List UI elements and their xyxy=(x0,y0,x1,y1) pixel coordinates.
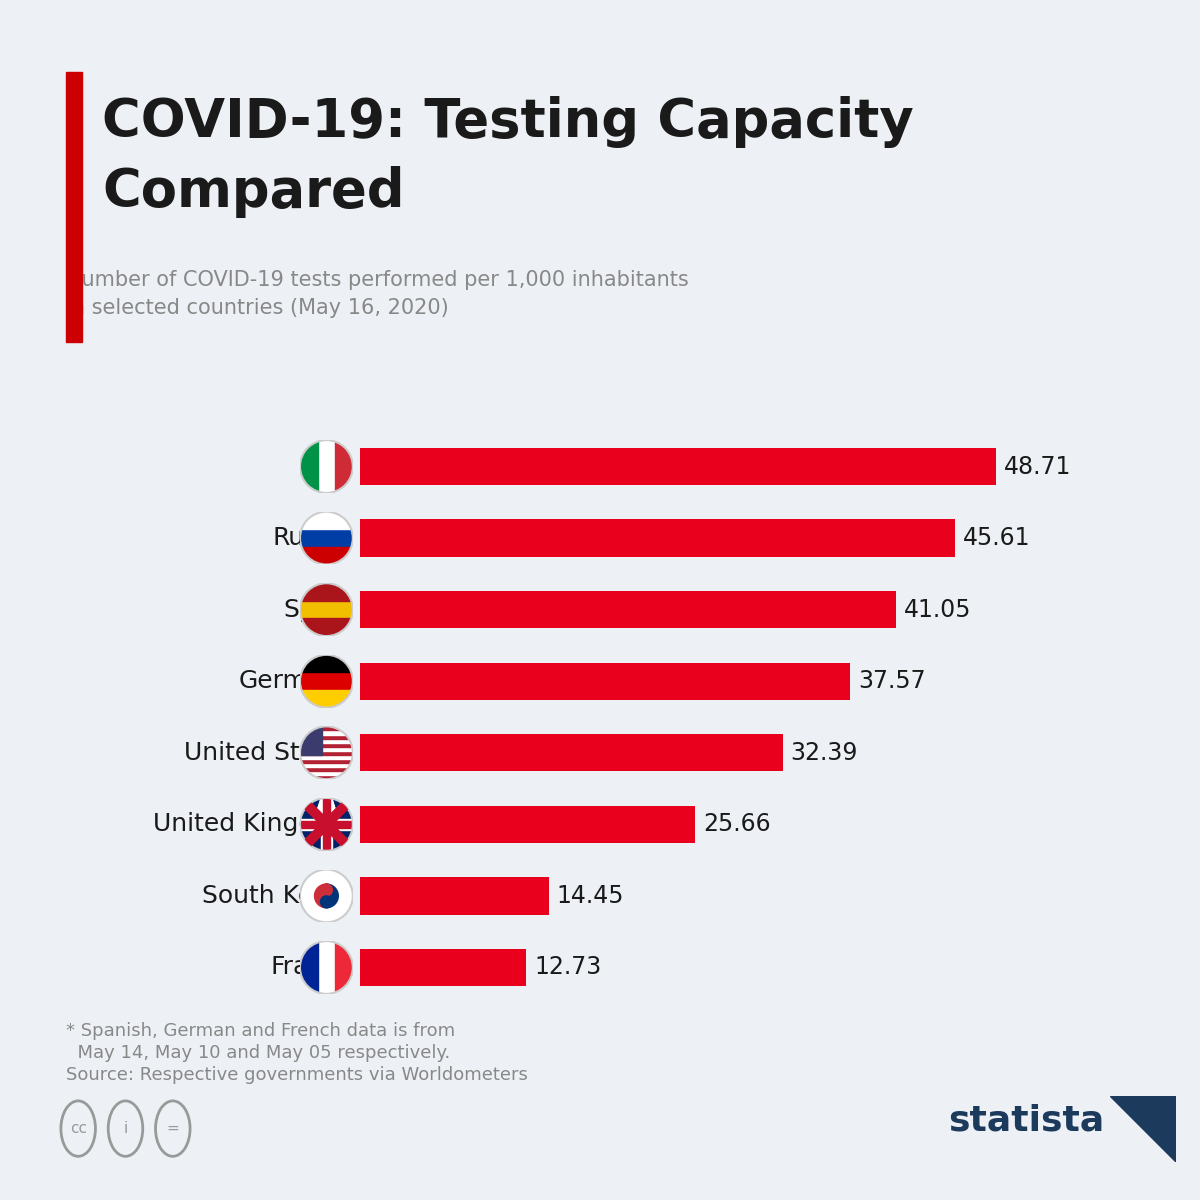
Bar xyxy=(300,726,323,755)
Bar xyxy=(360,805,695,842)
Bar xyxy=(360,448,996,485)
Wedge shape xyxy=(300,440,353,493)
Text: * Spanish, German and French data is from: * Spanish, German and French data is fro… xyxy=(66,1022,455,1040)
Polygon shape xyxy=(1110,1096,1176,1162)
Text: 14.45: 14.45 xyxy=(557,884,624,908)
Bar xyxy=(300,763,353,767)
Text: COVID-19: Testing Capacity: COVID-19: Testing Capacity xyxy=(102,96,913,148)
Bar xyxy=(300,743,353,746)
Bar xyxy=(300,731,353,734)
Bar xyxy=(300,726,353,731)
Text: i: i xyxy=(124,1121,127,1136)
Text: 32.39: 32.39 xyxy=(791,740,858,764)
Text: May 14, May 10 and May 05 respectively.: May 14, May 10 and May 05 respectively. xyxy=(66,1044,450,1062)
Bar xyxy=(300,755,353,758)
Bar xyxy=(300,690,353,708)
Bar xyxy=(300,758,353,763)
Bar xyxy=(360,520,955,557)
Bar xyxy=(360,877,548,914)
Circle shape xyxy=(320,896,332,907)
Bar xyxy=(360,592,896,629)
Bar xyxy=(360,949,526,986)
Bar xyxy=(300,738,353,743)
Wedge shape xyxy=(314,884,326,907)
Bar xyxy=(300,767,353,772)
Text: =: = xyxy=(167,1121,179,1136)
Bar xyxy=(300,772,353,775)
FancyArrow shape xyxy=(312,782,341,824)
Text: 25.66: 25.66 xyxy=(703,812,770,836)
Text: United Kingdom: United Kingdom xyxy=(152,812,354,836)
Text: 48.71: 48.71 xyxy=(1003,455,1072,479)
Wedge shape xyxy=(326,884,338,907)
Text: 45.61: 45.61 xyxy=(964,526,1031,550)
Bar xyxy=(322,798,331,851)
Circle shape xyxy=(320,884,332,896)
Bar xyxy=(300,746,353,751)
Bar xyxy=(335,941,353,994)
Wedge shape xyxy=(300,941,353,994)
Text: Germany: Germany xyxy=(239,670,354,694)
Bar xyxy=(300,655,353,672)
Bar xyxy=(300,821,353,828)
Bar xyxy=(300,583,353,601)
Bar xyxy=(300,775,353,779)
Bar xyxy=(360,662,851,700)
Text: Spain: Spain xyxy=(283,598,354,622)
Bar xyxy=(300,440,318,493)
Text: 37.57: 37.57 xyxy=(858,670,926,694)
Bar xyxy=(300,734,353,738)
Bar xyxy=(300,547,353,564)
Text: Italy: Italy xyxy=(299,455,354,479)
Text: in selected countries (May 16, 2020): in selected countries (May 16, 2020) xyxy=(66,298,449,318)
Text: Number of COVID-19 tests performed per 1,000 inhabitants: Number of COVID-19 tests performed per 1… xyxy=(66,270,689,290)
Bar xyxy=(323,798,330,851)
Text: cc: cc xyxy=(70,1121,86,1136)
Bar xyxy=(300,511,353,529)
Text: United States: United States xyxy=(185,740,354,764)
Text: Compared: Compared xyxy=(102,166,404,217)
Bar xyxy=(300,820,353,829)
Bar xyxy=(300,941,318,994)
Bar xyxy=(335,440,353,493)
Bar xyxy=(300,751,353,755)
Text: statista: statista xyxy=(948,1104,1104,1138)
Bar xyxy=(360,734,782,772)
Text: Source: Respective governments via Worldometers: Source: Respective governments via World… xyxy=(66,1066,528,1084)
Text: South Korea: South Korea xyxy=(202,884,354,908)
Text: France: France xyxy=(270,955,354,979)
Text: Russia: Russia xyxy=(272,526,354,550)
Bar xyxy=(300,618,353,636)
Text: 12.73: 12.73 xyxy=(534,955,601,979)
Text: 41.05: 41.05 xyxy=(904,598,971,622)
FancyArrow shape xyxy=(312,782,341,824)
